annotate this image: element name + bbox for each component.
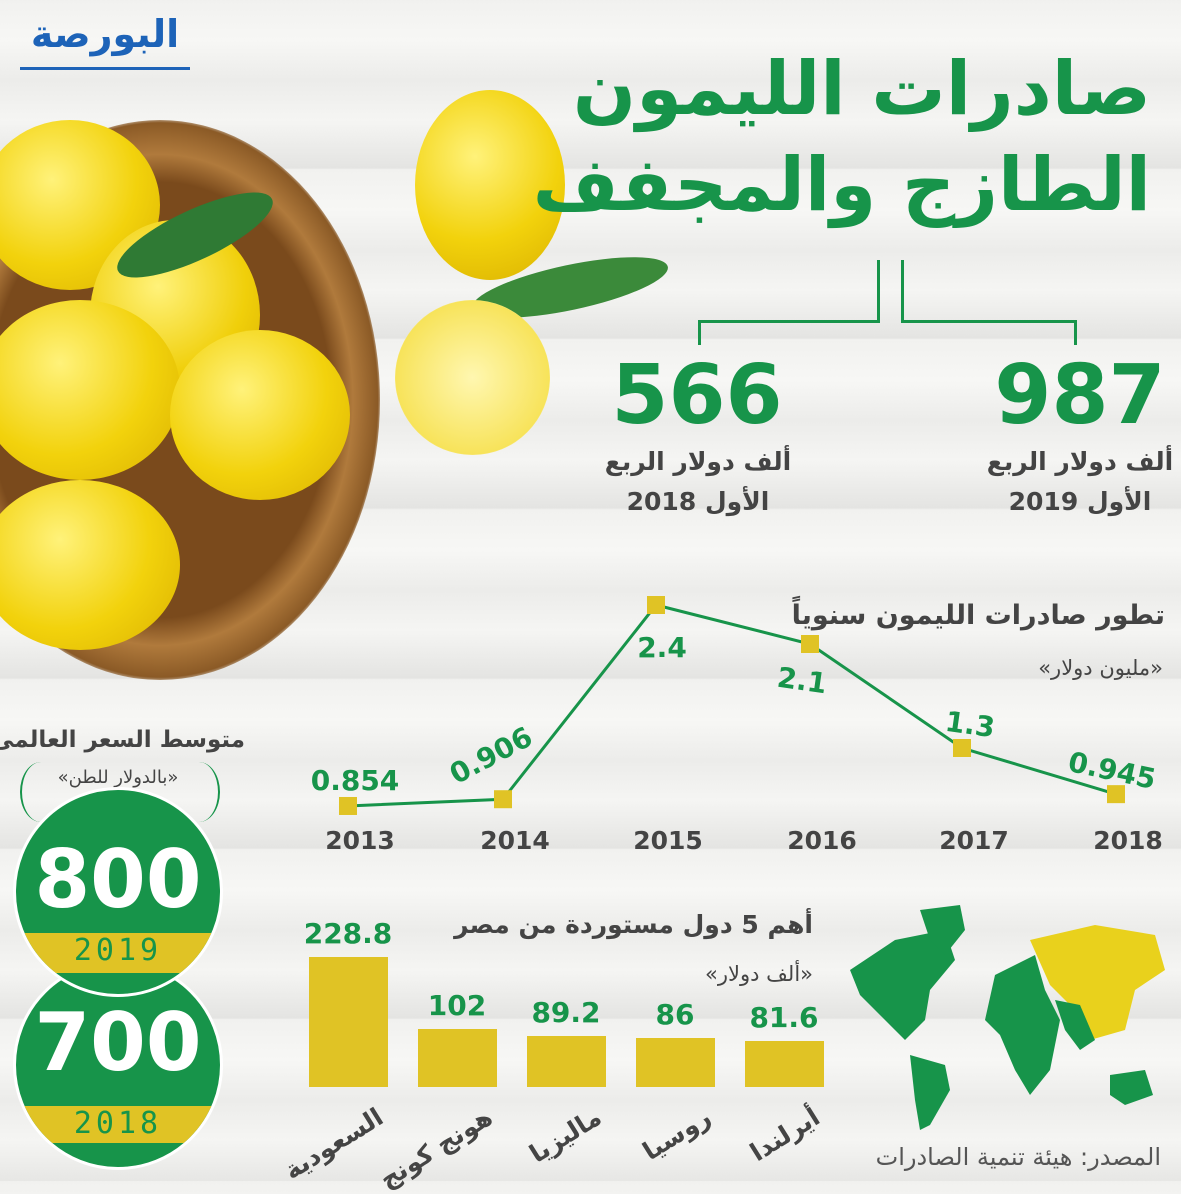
- bar-value-label: 81.6: [749, 1000, 819, 1034]
- caption-line: ألف دولار الربع: [604, 447, 792, 476]
- bracket-line: [698, 320, 880, 323]
- map-south-asia: [1055, 1000, 1095, 1050]
- data-label: 0.854: [310, 763, 400, 797]
- data-point: [339, 796, 357, 815]
- bracket-line: [877, 260, 880, 322]
- line-chart-unit: «مليون دولار»: [1038, 656, 1163, 680]
- bar-chart-unit: «ألف دولار»: [705, 962, 813, 986]
- bar: [745, 1040, 824, 1087]
- q1-2019-caption: ألف دولار الربع الأول 2019: [940, 442, 1181, 522]
- price-value: 800: [34, 833, 202, 926]
- world-price-unit: «بالدولار للطن»: [57, 767, 179, 788]
- map-south-america: [910, 1055, 950, 1130]
- bar-value-label: 86: [655, 998, 695, 1032]
- x-tick-label: 2016: [787, 826, 857, 855]
- data-point: [953, 739, 971, 757]
- q1-2018-value: 566: [611, 348, 783, 443]
- data-point: [647, 596, 665, 614]
- lemon-slice-image: [395, 300, 550, 455]
- bar: [309, 957, 388, 1087]
- price-circle-2019: 800 2019: [13, 787, 223, 997]
- page-title-line2: الطازج والمجفف: [532, 142, 1151, 228]
- caption-line: ألف دولار الربع: [986, 447, 1174, 476]
- line-chart-title: تطور صادرات الليمون سنوياً: [791, 600, 1165, 631]
- bracket-line: [1074, 320, 1077, 345]
- caption-line: الأول 2019: [1008, 487, 1152, 516]
- data-point: [494, 790, 512, 809]
- bar-value-label: 102: [427, 989, 487, 1023]
- map-russia-china: [1030, 925, 1165, 1040]
- world-map: [850, 905, 1165, 1130]
- x-tick-label: 2015: [633, 826, 703, 855]
- caption-line: الأول 2018: [626, 487, 770, 516]
- data-label: 2.1: [775, 660, 829, 701]
- price-year: 2018: [16, 1106, 220, 1143]
- data-label: 2.4: [637, 631, 687, 664]
- price-circle-2018: 700 2018: [13, 960, 223, 1170]
- bracket-line: [901, 320, 1077, 323]
- data-point: [1107, 785, 1125, 804]
- paren-right: [178, 762, 220, 822]
- bracket-line: [698, 320, 701, 345]
- page-title-line1: صادرات الليمون: [572, 46, 1151, 132]
- lemon-image: [415, 90, 565, 280]
- logo: البورصة: [20, 12, 190, 70]
- x-tick-label: 2018: [1093, 826, 1163, 855]
- x-tick-label: 2013: [325, 826, 395, 855]
- map-north-america: [850, 930, 955, 1040]
- bar-chart-title: أهم 5 دول مستوردة من مصر: [454, 910, 813, 939]
- bar: [418, 1029, 497, 1087]
- data-label: 1.3: [943, 704, 997, 745]
- world-price-title: متوسط السعر العالمى: [0, 727, 245, 753]
- q1-2018-caption: ألف دولار الربع الأول 2018: [558, 442, 838, 522]
- map-australia: [1110, 1070, 1153, 1105]
- data-point: [801, 635, 819, 653]
- paren-left: [20, 762, 62, 822]
- bar: [636, 1038, 715, 1087]
- x-tick-label: 2017: [939, 826, 1009, 855]
- lemon-basket-image: [0, 100, 400, 700]
- map-greenland: [920, 905, 965, 955]
- q1-2019-value: 987: [994, 348, 1166, 443]
- series-line: [347, 603, 1117, 808]
- x-tick-label: 2014: [480, 826, 550, 855]
- source-note: المصدر: هيئة تنمية الصادرات: [875, 1143, 1161, 1171]
- map-europe-africa: [985, 955, 1060, 1095]
- bar-value-label: 89.2: [531, 996, 601, 1030]
- bar: [527, 1036, 606, 1087]
- bar-value-label: 228.8: [303, 917, 393, 951]
- bracket-line: [901, 260, 904, 322]
- price-year: 2019: [16, 933, 220, 973]
- price-value: 700: [34, 996, 202, 1089]
